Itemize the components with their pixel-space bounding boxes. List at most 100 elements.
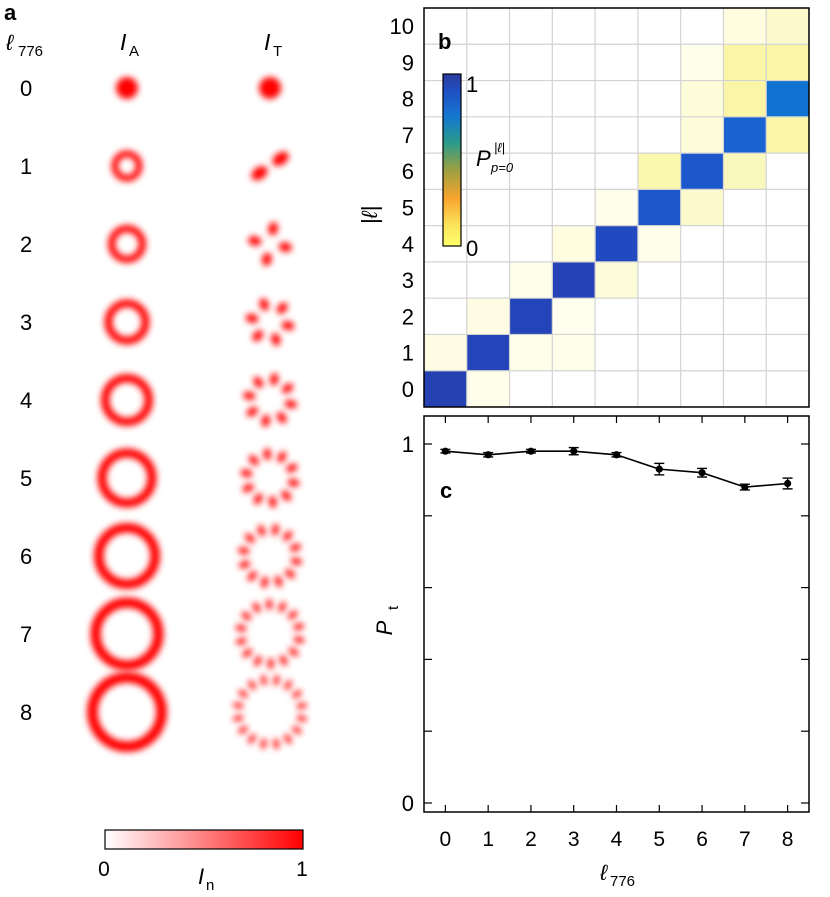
petal-lobe [293,636,305,644]
petal-lobe [240,469,253,478]
heatmap-gridlines [424,8,809,407]
heatmap-cell [637,116,681,154]
heatmap-cell [723,298,767,335]
petal-lobe [285,569,295,579]
heatmap-cell [637,261,681,299]
heatmap-cell [509,334,553,372]
heatmap-cell [723,189,767,226]
heatmap-y-tick-label: 3 [402,268,414,293]
petal-lobe [267,657,274,670]
data-point [527,447,535,455]
heatmap-cell [637,8,681,45]
heatmap-y-tick-label: 5 [402,196,414,221]
petal-lobe [266,598,273,611]
heatmap-cell [595,116,639,154]
heatmap-cell [723,8,767,45]
heatmap-cell [466,8,510,45]
heatmap-cell [637,80,681,118]
heatmap-cell [595,44,639,81]
heatmap-cell [595,8,639,45]
heatmap-cell [680,153,724,190]
x-tick-label: 5 [653,828,665,851]
petal-lobe [289,543,302,552]
heatmap-y-tick-label: 10 [390,14,414,39]
petal-lobe [248,734,256,744]
heatmap-cell [424,334,468,372]
heatmap-cell [552,153,596,190]
heatmap-cell [723,116,767,154]
petal-lobe [268,495,277,508]
petal-lobe [261,576,269,588]
petal-pattern [232,674,308,750]
heatmap-cell [509,225,553,263]
petal-pattern [235,598,305,670]
petal-lobe [246,406,258,417]
heatmap-cell [466,370,510,408]
heatmap-cell [766,298,810,335]
heatmap-y-ticks: 0 1 2 3 4 5 6 7 8 9 10 [390,14,414,402]
line-x-axis-label-sub: 776 [610,873,635,890]
row-label: 5 [20,466,32,491]
heatmap-cell [766,8,810,45]
intensity-colorbar-label: I [198,864,204,889]
petal-lobe [284,734,292,744]
gaussian-spot [116,77,138,99]
data-point [612,451,621,459]
row-label: 1 [20,154,32,179]
petal-lobe [272,151,289,166]
heatmap-cell [509,8,553,45]
petal-lobe [277,451,287,463]
heatmap-cell [509,189,553,226]
heatmap-cell [766,225,810,263]
probability-colorbar-max: 1 [466,72,478,97]
heatmap-cell [680,8,724,45]
heatmap-cell [509,80,553,118]
row-label: 6 [20,544,32,569]
petal-lobe [241,611,252,621]
petal-lobe [259,298,269,311]
heatmap-cell [466,261,510,299]
heatmap-cell [637,44,681,81]
heatmap-cell [509,44,553,81]
vortex-ring [107,225,146,264]
petal-lobe [271,524,279,536]
heatmap-cell [552,334,596,372]
panel-c-label: c [440,478,452,503]
row-label: 2 [20,232,32,257]
heatmap-y-tick-label: 1 [402,341,414,366]
heatmap-cell [637,334,681,372]
probability-colorbar-subscript: p=0 [490,160,514,175]
x-tick-label: 7 [739,828,751,851]
petal-pattern [251,151,289,181]
petal-lobe [296,715,308,722]
heatmap-cell [766,116,810,154]
petal-lobe [247,571,257,581]
heatmap-cell [509,370,553,408]
petal-lobe [290,557,302,565]
heatmap-y-tick-label: 9 [402,50,414,75]
petal-lobe [281,490,292,501]
line-plot-series [440,446,793,491]
heatmap-cell [766,370,810,408]
petal-lobe [252,602,261,613]
vortex-ring [87,672,167,753]
heatmap-y-tick-label: 0 [402,377,414,402]
heatmap-frame [423,7,810,408]
petal-lobe [273,738,280,750]
panel-b-label: b [438,29,451,54]
vortex-ring [94,522,161,589]
x-tick-label: 3 [568,828,580,851]
petal-lobe [254,655,262,667]
heatmap-cell [509,116,553,154]
petal-pattern [248,222,292,266]
petal-lobe [235,638,247,645]
petal-lobe [235,624,247,632]
petal-lobe [261,414,270,427]
petal-lobe [282,383,294,394]
petal-lobe [238,560,251,569]
col-a-header: I [120,29,127,55]
petal-lobe [232,715,244,722]
petal-pattern [243,373,297,427]
vortex-ring [90,597,164,671]
petal-lobe [243,391,256,400]
